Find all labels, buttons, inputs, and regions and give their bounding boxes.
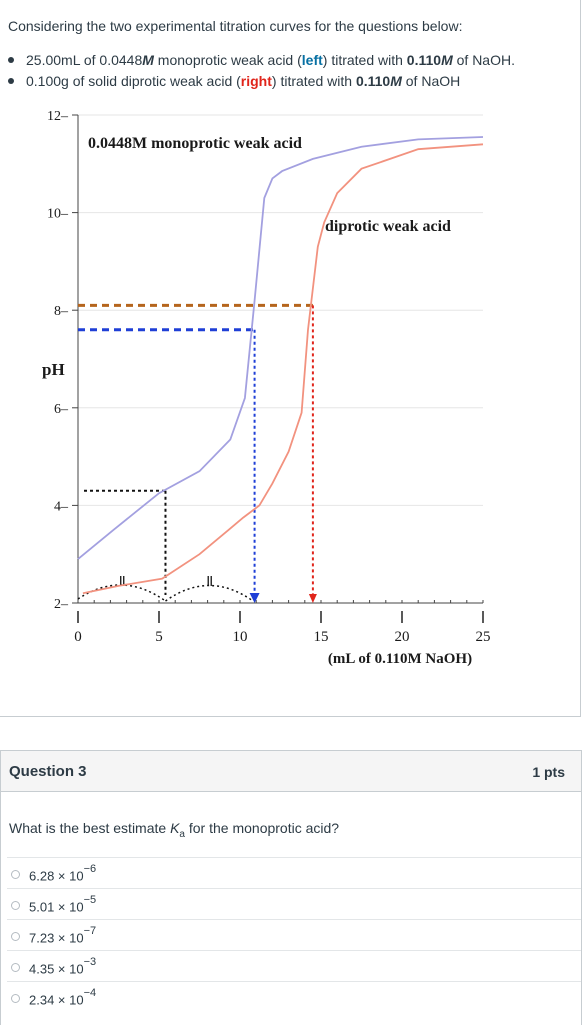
- x-tick-label: 20: [395, 629, 410, 645]
- chart-axes: [72, 114, 484, 623]
- radio-button[interactable]: [11, 963, 20, 972]
- y-tick-label: 8–: [54, 304, 69, 319]
- answer-label: 2.34 × 10−4: [29, 987, 97, 1008]
- blue-arrow-icon: [249, 593, 260, 603]
- x-tick-label: 5: [155, 629, 163, 645]
- monoprotic-curve: [77, 136, 484, 560]
- right-label: right: [240, 73, 272, 89]
- chart-series: [77, 136, 484, 595]
- answer-option[interactable]: 2.34 × 10−4: [7, 981, 581, 1012]
- answer-label: 6.28 × 10−6: [29, 863, 97, 884]
- y-tick-label: 2–: [54, 597, 69, 612]
- answer-option[interactable]: 6.28 × 10−6: [7, 857, 581, 888]
- radio-button[interactable]: [11, 932, 20, 941]
- intro-text: Considering the two experimental titrati…: [8, 18, 463, 34]
- radio-button[interactable]: [11, 901, 20, 910]
- x-tick-label: 25: [476, 629, 491, 645]
- radio-button[interactable]: [11, 870, 20, 879]
- left-label: left: [301, 52, 323, 68]
- x-tick-label: 0: [74, 629, 82, 645]
- x-axis-label: (mL of 0.110M NaOH): [328, 651, 472, 667]
- y-tick-label: 12–: [47, 109, 69, 124]
- y-tick-label: 4–: [54, 499, 69, 514]
- x-tick-label: 15: [314, 629, 329, 645]
- question-header: Question 3 1 pts: [1, 751, 581, 792]
- answer-option[interactable]: 5.01 × 10−5: [7, 888, 581, 919]
- diprotic-curve: [82, 143, 484, 595]
- question-title: Question 3: [9, 763, 87, 780]
- bullet-diprotic: 0.100g of solid diprotic weak acid (righ…: [8, 73, 460, 89]
- bullet-monoprotic: 25.00mL of 0.0448M monoprotic weak acid …: [8, 52, 515, 68]
- chart-labels: 2– 4– 6– 8– 10– 12– 0 5 10 15 20 25 pH (mL of 0.110M …: [42, 109, 491, 667]
- answer-label: 7.23 × 10−7: [29, 925, 97, 946]
- question-panel: Question 3 1 pts What is the best estima…: [0, 750, 582, 1025]
- y-axis-label: pH: [42, 360, 65, 379]
- question-context-panel: Considering the two experimental titrati…: [0, 0, 581, 717]
- answer-option[interactable]: 4.35 × 10−3: [7, 950, 581, 981]
- monoprotic-annotation: 0.0448M monoprotic weak acid: [88, 135, 302, 152]
- chart-guides: [77, 303, 317, 603]
- red-arrow-icon: [308, 594, 317, 603]
- chart-grid: [78, 114, 483, 604]
- bullet-dot-icon: [8, 78, 14, 84]
- equiv-arc: [165, 584, 254, 602]
- bullet-dot-icon: [8, 57, 14, 63]
- answer-option[interactable]: 7.23 × 10−7: [7, 919, 581, 950]
- x-tick-label: 10: [233, 629, 248, 645]
- y-tick-label: 6–: [54, 402, 69, 417]
- answer-label: 5.01 × 10−5: [29, 894, 97, 915]
- radio-button[interactable]: [11, 994, 20, 1003]
- diprotic-annotation: diprotic weak acid: [325, 218, 451, 235]
- half-equiv-arc: [77, 584, 166, 602]
- y-tick-label: 10–: [47, 207, 69, 222]
- answer-label: 4.35 × 10−3: [29, 956, 97, 977]
- titration-chart: 2– 4– 6– 8– 10– 12– 0 5 10 15 20 25 pH (mL of 0.110M …: [42, 109, 491, 667]
- question-points: 1 pts: [532, 764, 565, 780]
- question-text: What is the best estimate Ka for the mon…: [9, 820, 340, 840]
